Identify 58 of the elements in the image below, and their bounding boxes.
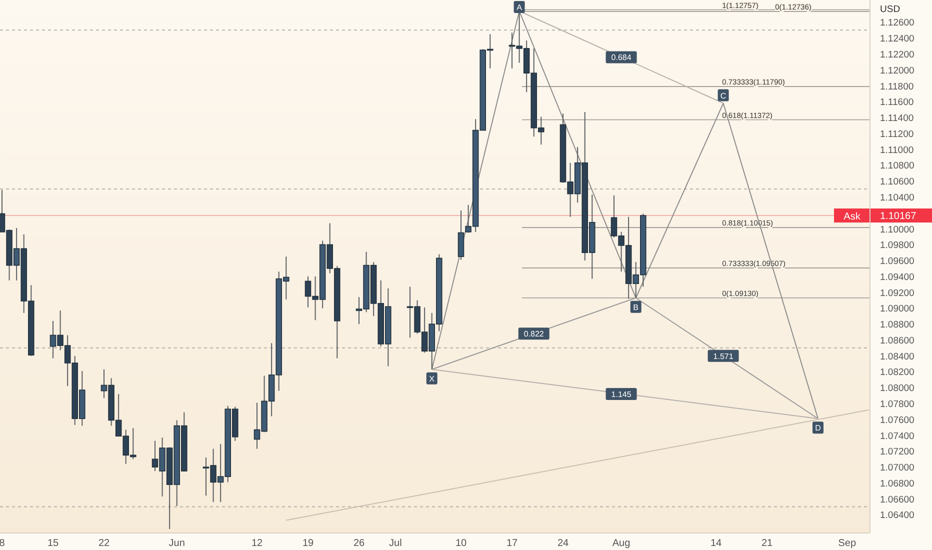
y-tick-label: 1.10600 xyxy=(880,176,914,188)
x-tick-label: Jul xyxy=(389,538,402,549)
annotation: 0.822 xyxy=(524,330,544,339)
y-tick-label: 1.12400 xyxy=(880,34,914,45)
annotation: C xyxy=(720,91,726,100)
y-tick-label: 1.08400 xyxy=(880,351,914,362)
y-tick-label: 1.08000 xyxy=(880,383,914,394)
x-tick-label: 17 xyxy=(506,538,518,549)
y-tick-label: 1.11000 xyxy=(880,144,914,156)
y-tick-label: 1.07600 xyxy=(880,414,914,426)
y-tick-label: 1.07000 xyxy=(880,462,914,474)
y-tick-label: 1.06400 xyxy=(880,510,914,522)
y-tick-label: 1.09600 xyxy=(880,256,914,268)
y-tick-label: 1.12200 xyxy=(880,50,914,61)
y-tick-label: 1.11800 xyxy=(880,81,914,92)
x-tick-label: 24 xyxy=(557,538,569,549)
y-tick-label: 1.09200 xyxy=(880,288,914,299)
y-tick-label: 1.07400 xyxy=(880,430,914,442)
x-tick-label: Jun xyxy=(168,538,185,549)
annotation: D xyxy=(815,424,822,433)
x-tick-label: 26 xyxy=(353,538,365,549)
y-tick-label: 1.11200 xyxy=(880,128,914,140)
y-tick-label: 1.10400 xyxy=(880,192,914,204)
annotation: 1.571 xyxy=(713,352,734,361)
y-tick-label: 1.08600 xyxy=(880,335,914,346)
annotation: 1.145 xyxy=(611,390,632,399)
annotation: X xyxy=(429,374,436,384)
y-tick-label: 1.09800 xyxy=(880,240,914,252)
y-tick-label: 1.09000 xyxy=(880,304,914,315)
x-tick-label: 10 xyxy=(455,538,467,549)
x-tick-label: Aug xyxy=(612,538,630,549)
y-tick-label: 1.09400 xyxy=(880,272,914,283)
annotation: 0.684 xyxy=(611,53,632,62)
annotation: B xyxy=(633,302,639,312)
y-tick-label: 1.11400 xyxy=(880,113,914,124)
y-tick-label: 1.06600 xyxy=(880,494,914,506)
y-tick-label: 1.10167 xyxy=(880,211,917,222)
y-tick-label: 1.08800 xyxy=(880,320,914,331)
y-tick-label: 1.10000 xyxy=(880,224,914,236)
x-tick-label: Sep xyxy=(838,538,856,549)
y-tick-label: 1.11600 xyxy=(880,97,914,108)
ref-line-label: Ask xyxy=(844,212,862,223)
y-tick-label: 1.08200 xyxy=(880,367,914,378)
y-tick-label: 1.12000 xyxy=(880,65,914,76)
x-tick-label: 22 xyxy=(98,538,110,549)
x-tick-label: 8 xyxy=(0,538,6,549)
annotation: A xyxy=(516,3,523,12)
y-tick-label: 1.12600 xyxy=(880,18,914,29)
y-axis-title: USD xyxy=(880,4,900,15)
x-tick-label: 14 xyxy=(710,538,722,549)
y-tick-label: 1.10800 xyxy=(880,160,914,172)
x-tick-label: 21 xyxy=(761,538,773,549)
y-tick-label: 1.06800 xyxy=(880,478,914,490)
x-tick-label: 15 xyxy=(47,538,59,549)
x-tick-label: 12 xyxy=(251,538,263,549)
y-tick-label: 1.07200 xyxy=(880,446,914,458)
y-tick-label: 1.07800 xyxy=(880,399,914,410)
x-tick-label: 19 xyxy=(302,538,314,549)
